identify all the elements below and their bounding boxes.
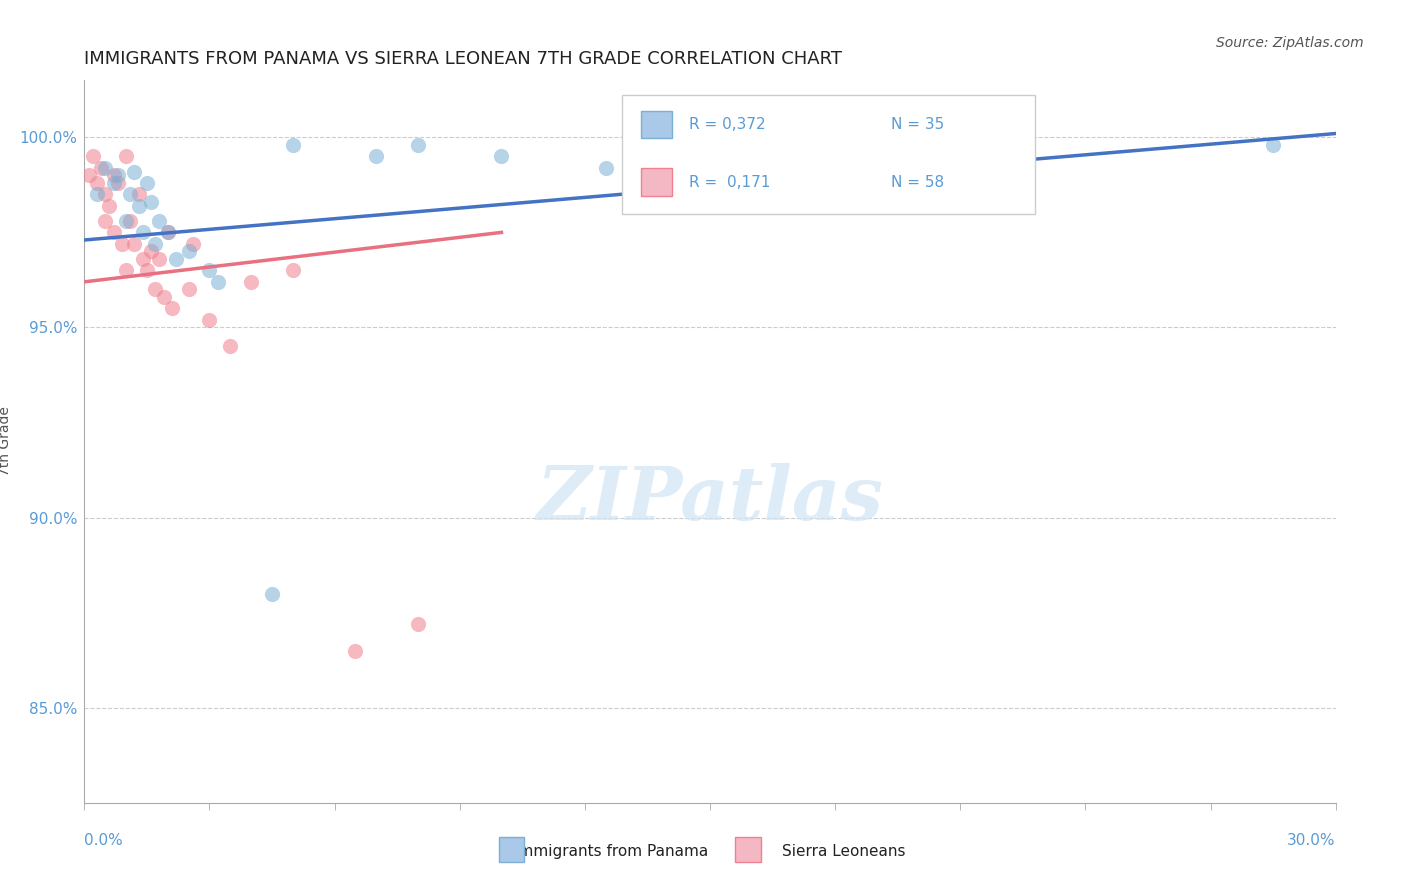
Point [198,263,221,277]
Point [491,149,513,163]
Point [86,176,108,190]
Point [107,169,129,183]
Text: Sierra Leoneans: Sierra Leoneans [782,845,905,859]
Point [281,137,304,152]
Point [120,214,142,228]
Point [128,187,150,202]
Point [595,161,617,175]
Text: ZIPatlas: ZIPatlas [537,463,883,535]
Point [107,176,129,190]
Point [281,263,304,277]
Point [177,244,200,259]
Point [152,290,174,304]
FancyBboxPatch shape [641,169,672,196]
Point [136,263,159,277]
Point [132,226,155,240]
Point [115,214,138,228]
Text: N = 35: N = 35 [891,117,945,132]
Point [181,236,204,251]
Point [1263,137,1285,152]
Point [143,236,166,251]
Text: N = 58: N = 58 [891,175,945,190]
Point [111,236,134,251]
Point [148,214,170,228]
Point [98,199,121,213]
FancyBboxPatch shape [641,111,672,138]
Point [115,263,138,277]
Point [262,587,284,601]
Point [406,617,429,632]
Point [240,275,263,289]
Text: 30.0%: 30.0% [1288,833,1336,848]
Point [124,236,146,251]
Text: IMMIGRANTS FROM PANAMA VS SIERRA LEONEAN 7TH GRADE CORRELATION CHART: IMMIGRANTS FROM PANAMA VS SIERRA LEONEAN… [84,50,842,68]
Point [120,187,142,202]
Text: R =  0,171: R = 0,171 [689,175,770,190]
Point [103,169,125,183]
Point [103,176,125,190]
Point [115,149,138,163]
Point [344,643,367,657]
Point [207,275,229,289]
Text: Immigrants from Panama: Immigrants from Panama [515,845,709,859]
Point [94,214,117,228]
Point [128,199,150,213]
Point [94,187,117,202]
Point [139,244,162,259]
Point [165,252,187,266]
Point [219,339,242,353]
Point [94,161,117,175]
Point [139,194,162,209]
Point [198,313,221,327]
Point [77,169,100,183]
Y-axis label: 7th Grade: 7th Grade [0,407,13,476]
Text: 0.0%: 0.0% [84,833,124,848]
Point [406,137,429,152]
Point [90,161,112,175]
Point [124,164,146,178]
Point [143,282,166,296]
Point [366,149,388,163]
Point [160,301,183,316]
Point [177,282,200,296]
Point [156,226,179,240]
Text: Source: ZipAtlas.com: Source: ZipAtlas.com [1216,36,1364,50]
Point [907,149,929,163]
Point [82,149,104,163]
Point [86,187,108,202]
Point [132,252,155,266]
Text: R = 0,372: R = 0,372 [689,117,765,132]
Point [156,226,179,240]
Point [148,252,170,266]
Point [136,176,159,190]
FancyBboxPatch shape [623,95,1035,214]
Point [103,226,125,240]
